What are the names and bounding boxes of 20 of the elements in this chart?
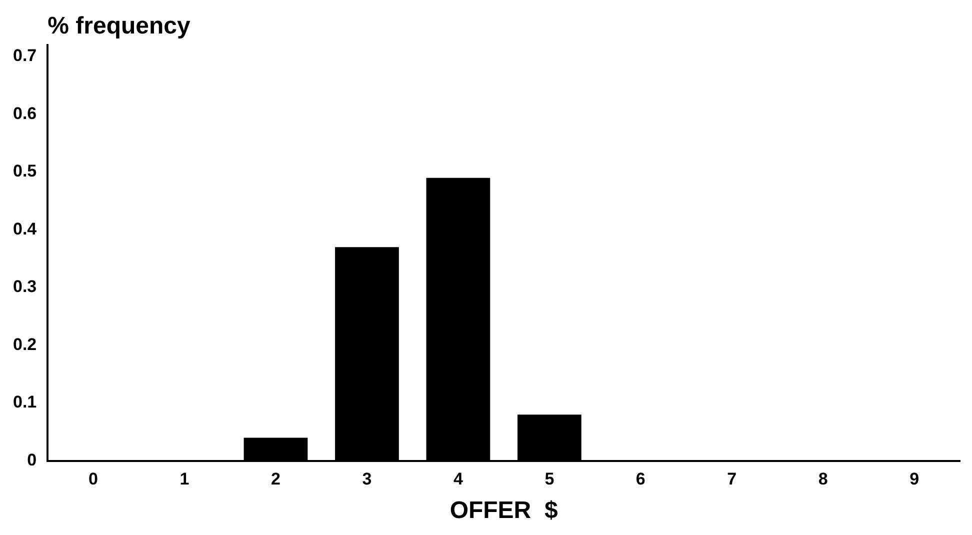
y-tick-label: 0 bbox=[27, 450, 37, 470]
x-tick-label: 8 bbox=[818, 470, 828, 489]
x-tick-label: 9 bbox=[910, 470, 920, 489]
x-tick-label: 2 bbox=[270, 470, 280, 489]
y-tick-label: 0.1 bbox=[12, 392, 37, 412]
y-axis-title: % frequency bbox=[48, 12, 191, 40]
y-tick-label: 0.4 bbox=[12, 219, 38, 238]
y-tick-label: 0.2 bbox=[12, 334, 37, 354]
y-tick-label: 0.7 bbox=[12, 46, 37, 66]
y-tick-label: 0.3 bbox=[12, 277, 37, 296]
x-tick-label: 3 bbox=[362, 470, 372, 489]
x-tick-label: 7 bbox=[727, 470, 737, 489]
x-tick-label: 4 bbox=[453, 470, 464, 489]
x-tick-label: 1 bbox=[180, 470, 190, 489]
x-axis-title: OFFER $ bbox=[450, 497, 558, 524]
x-tick-label: 5 bbox=[544, 470, 554, 489]
x-tick-label: 6 bbox=[636, 470, 646, 489]
x-tick-label: 0 bbox=[88, 470, 98, 489]
y-tick-label: 0.5 bbox=[12, 162, 37, 181]
y-tick-label: 0.6 bbox=[12, 104, 37, 123]
